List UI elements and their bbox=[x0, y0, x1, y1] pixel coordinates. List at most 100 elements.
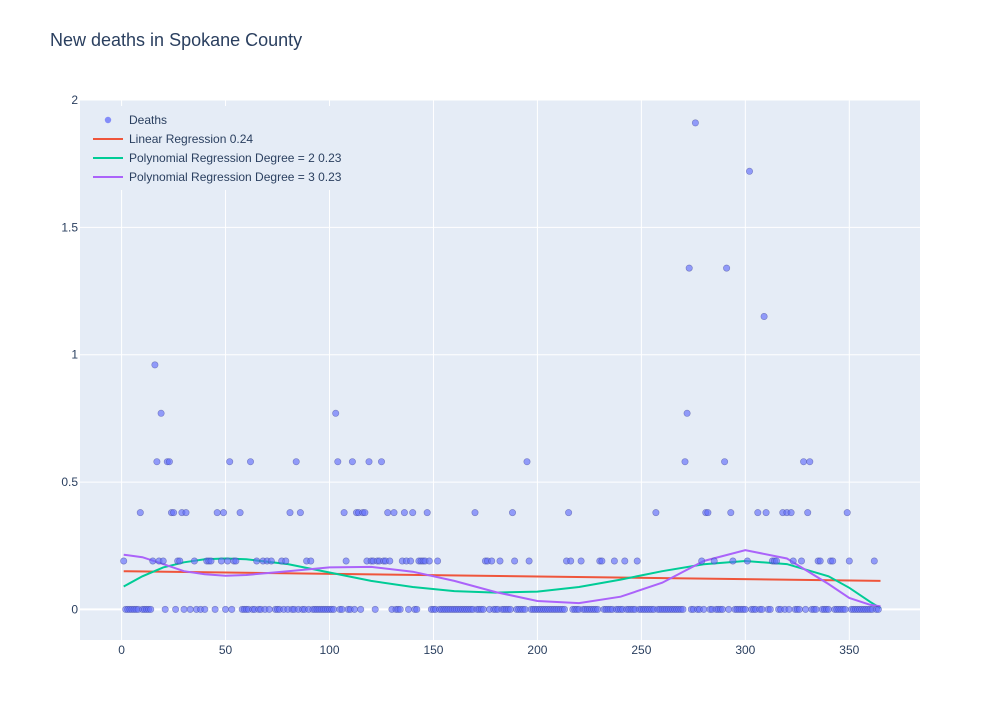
death-point bbox=[149, 557, 157, 565]
death-point bbox=[525, 557, 533, 565]
death-point bbox=[800, 458, 808, 466]
death-point bbox=[772, 557, 780, 565]
death-point bbox=[621, 557, 629, 565]
legend-box bbox=[88, 106, 373, 190]
death-point bbox=[236, 509, 244, 517]
death-point bbox=[685, 264, 693, 272]
death-point bbox=[789, 557, 797, 565]
death-point bbox=[802, 605, 810, 613]
death-point bbox=[267, 557, 275, 565]
death-point bbox=[704, 509, 712, 517]
death-point bbox=[523, 458, 531, 466]
death-point bbox=[186, 605, 194, 613]
legend[interactable]: Deaths Linear Regression 0.24 Polynomial R… bbox=[88, 106, 373, 190]
death-point bbox=[691, 119, 699, 127]
legend-item-label[interactable]: Polynomial Regression Degree = 2 0.23 bbox=[129, 151, 342, 165]
death-point bbox=[471, 509, 479, 517]
death-point bbox=[151, 361, 159, 369]
poly2-regression-line bbox=[123, 557, 882, 610]
death-point bbox=[508, 509, 516, 517]
death-point bbox=[332, 409, 340, 417]
death-point bbox=[496, 557, 504, 565]
death-point bbox=[565, 509, 573, 517]
death-point bbox=[824, 605, 832, 613]
death-point bbox=[338, 605, 346, 613]
death-point bbox=[170, 509, 178, 517]
x-tick-label: 300 bbox=[735, 643, 755, 657]
death-point bbox=[841, 605, 849, 613]
x-tick-label: 250 bbox=[631, 643, 651, 657]
death-point bbox=[172, 605, 180, 613]
death-point bbox=[806, 458, 814, 466]
death-point bbox=[232, 557, 240, 565]
death-point bbox=[296, 509, 304, 517]
death-point bbox=[423, 509, 431, 517]
death-point bbox=[340, 509, 348, 517]
death-point bbox=[220, 509, 228, 517]
death-point bbox=[201, 605, 209, 613]
death-point bbox=[718, 605, 726, 613]
death-point bbox=[829, 557, 837, 565]
death-point bbox=[282, 557, 290, 565]
death-point bbox=[488, 557, 496, 565]
death-point bbox=[870, 557, 878, 565]
death-point bbox=[567, 557, 575, 565]
death-point bbox=[350, 605, 358, 613]
death-point bbox=[224, 557, 232, 565]
x-tick-label: 100 bbox=[319, 643, 339, 657]
legend-marker bbox=[104, 116, 112, 124]
death-point bbox=[361, 509, 369, 517]
death-point bbox=[425, 557, 433, 565]
death-point bbox=[766, 605, 774, 613]
death-point bbox=[698, 557, 706, 565]
death-point bbox=[700, 605, 708, 613]
death-point bbox=[213, 509, 221, 517]
death-point bbox=[683, 409, 691, 417]
death-point bbox=[598, 557, 606, 565]
death-point bbox=[479, 605, 487, 613]
death-point bbox=[357, 605, 365, 613]
death-point bbox=[762, 509, 770, 517]
death-point bbox=[594, 605, 602, 613]
linear-regression-line bbox=[123, 570, 881, 582]
death-point bbox=[180, 605, 188, 613]
death-point bbox=[136, 509, 144, 517]
death-point bbox=[633, 557, 641, 565]
death-point bbox=[679, 605, 687, 613]
death-point bbox=[396, 605, 404, 613]
death-point bbox=[681, 458, 689, 466]
death-point bbox=[157, 409, 165, 417]
x-tick-label: 50 bbox=[219, 643, 233, 657]
death-point bbox=[253, 557, 261, 565]
death-point bbox=[710, 557, 718, 565]
death-point bbox=[754, 509, 762, 517]
y-tick-label: 1 bbox=[71, 348, 78, 362]
legend-item-label[interactable]: Deaths bbox=[129, 113, 167, 127]
death-point bbox=[207, 557, 215, 565]
x-axis-ticks: 0 50 100 150 200 250 300 350 bbox=[118, 643, 859, 657]
death-point bbox=[330, 605, 338, 613]
death-point bbox=[843, 509, 851, 517]
death-point bbox=[795, 605, 803, 613]
death-point bbox=[165, 458, 173, 466]
death-point bbox=[161, 605, 169, 613]
death-point bbox=[390, 509, 398, 517]
death-point bbox=[845, 557, 853, 565]
death-point bbox=[348, 458, 356, 466]
death-point bbox=[377, 458, 385, 466]
death-point bbox=[560, 605, 568, 613]
legend-item-label[interactable]: Polynomial Regression Degree = 3 0.23 bbox=[129, 170, 342, 184]
x-tick-label: 350 bbox=[839, 643, 859, 657]
death-point bbox=[760, 312, 768, 320]
death-point bbox=[723, 264, 731, 272]
death-point bbox=[816, 557, 824, 565]
death-point bbox=[159, 557, 167, 565]
death-point bbox=[797, 557, 805, 565]
y-tick-label: 2 bbox=[71, 93, 78, 107]
y-tick-label: 0 bbox=[71, 602, 78, 616]
legend-item-label[interactable]: Linear Regression 0.24 bbox=[129, 132, 253, 146]
death-point bbox=[652, 509, 660, 517]
death-point bbox=[226, 458, 234, 466]
death-point bbox=[787, 509, 795, 517]
death-point bbox=[286, 509, 294, 517]
